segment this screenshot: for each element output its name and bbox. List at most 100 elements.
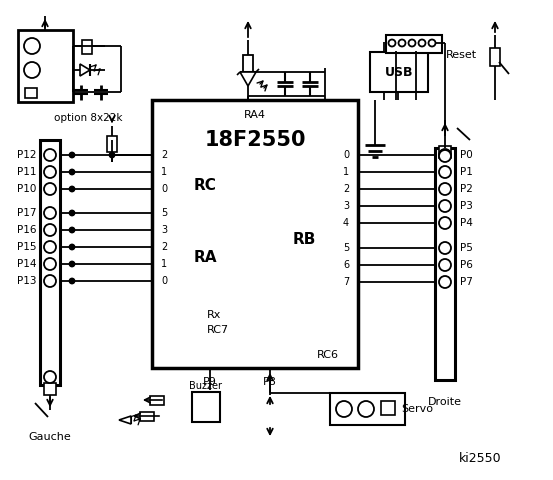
Circle shape — [24, 62, 40, 78]
Polygon shape — [240, 72, 256, 86]
Text: RA: RA — [194, 251, 217, 265]
Text: P7: P7 — [460, 277, 473, 287]
Text: P3: P3 — [460, 201, 473, 211]
Bar — [490, 48, 500, 66]
Text: P5: P5 — [460, 243, 473, 253]
Text: 1: 1 — [161, 259, 167, 269]
Circle shape — [70, 187, 75, 192]
Circle shape — [70, 211, 75, 216]
Text: Reset: Reset — [446, 50, 477, 60]
Circle shape — [439, 276, 451, 288]
Circle shape — [70, 169, 75, 175]
Circle shape — [439, 150, 451, 162]
Circle shape — [439, 200, 451, 212]
Text: P1: P1 — [460, 167, 473, 177]
Text: RC6: RC6 — [317, 350, 339, 360]
Polygon shape — [119, 416, 131, 424]
Circle shape — [439, 183, 451, 195]
Circle shape — [336, 401, 352, 417]
Bar — [370, 52, 428, 92]
Text: Servo: Servo — [401, 404, 433, 414]
Circle shape — [439, 166, 451, 178]
Circle shape — [44, 275, 56, 287]
Bar — [439, 146, 451, 158]
Circle shape — [358, 401, 374, 417]
Bar — [82, 40, 92, 54]
Bar — [381, 401, 395, 415]
Text: Gauche: Gauche — [29, 432, 71, 442]
Circle shape — [429, 39, 436, 47]
Text: 5: 5 — [161, 208, 167, 218]
Text: option 8x22k: option 8x22k — [54, 113, 122, 123]
Circle shape — [439, 217, 451, 229]
Text: P16: P16 — [17, 225, 36, 235]
Text: P8: P8 — [263, 377, 277, 387]
Text: P0: P0 — [460, 150, 473, 160]
Circle shape — [439, 242, 451, 254]
Text: P13: P13 — [17, 276, 36, 286]
Bar — [40, 140, 60, 385]
Bar — [107, 136, 117, 152]
Bar — [386, 35, 442, 53]
Bar — [150, 396, 164, 405]
Circle shape — [389, 39, 395, 47]
Text: ki2550: ki2550 — [458, 452, 502, 465]
Text: P11: P11 — [17, 167, 36, 177]
Bar — [330, 393, 405, 425]
Text: P4: P4 — [460, 218, 473, 228]
Text: USB: USB — [385, 65, 413, 79]
Bar — [140, 412, 154, 421]
Text: Droite: Droite — [428, 397, 462, 407]
Bar — [243, 55, 253, 75]
Text: Rx: Rx — [207, 310, 221, 320]
Bar — [435, 148, 455, 380]
Text: RC7: RC7 — [207, 325, 229, 335]
Text: 6: 6 — [343, 260, 349, 270]
Circle shape — [44, 166, 56, 178]
Text: RC: RC — [194, 178, 217, 192]
Circle shape — [409, 39, 415, 47]
Text: 2: 2 — [161, 242, 167, 252]
Text: 18F2550: 18F2550 — [204, 130, 306, 150]
Text: P6: P6 — [460, 260, 473, 270]
Text: 0: 0 — [161, 276, 167, 286]
Text: RB: RB — [293, 232, 316, 248]
Circle shape — [44, 149, 56, 161]
Circle shape — [439, 259, 451, 271]
Text: P2: P2 — [460, 184, 473, 194]
Text: 2: 2 — [161, 150, 167, 160]
Circle shape — [70, 244, 75, 250]
Text: 0: 0 — [343, 150, 349, 160]
Circle shape — [70, 262, 75, 266]
Bar — [152, 100, 358, 368]
Circle shape — [109, 153, 114, 157]
Bar — [44, 383, 56, 395]
Circle shape — [44, 258, 56, 270]
Text: 1: 1 — [343, 167, 349, 177]
Text: P12: P12 — [17, 150, 36, 160]
Bar — [25, 88, 37, 98]
Circle shape — [70, 153, 75, 157]
Text: 0: 0 — [161, 184, 167, 194]
Circle shape — [44, 241, 56, 253]
Circle shape — [44, 371, 56, 383]
Text: 5: 5 — [343, 243, 349, 253]
Text: P15: P15 — [17, 242, 36, 252]
Text: 3: 3 — [343, 201, 349, 211]
Bar — [192, 392, 220, 422]
Text: 2: 2 — [343, 184, 349, 194]
Text: 3: 3 — [161, 225, 167, 235]
Circle shape — [419, 39, 425, 47]
Text: P17: P17 — [17, 208, 36, 218]
Text: Buzzer: Buzzer — [190, 381, 222, 391]
Bar — [18, 30, 73, 102]
Circle shape — [399, 39, 405, 47]
Text: 1: 1 — [161, 167, 167, 177]
Circle shape — [44, 224, 56, 236]
Circle shape — [70, 228, 75, 232]
Circle shape — [439, 149, 451, 161]
Text: 7: 7 — [343, 277, 349, 287]
Text: P14: P14 — [17, 259, 36, 269]
Circle shape — [24, 38, 40, 54]
Circle shape — [44, 183, 56, 195]
